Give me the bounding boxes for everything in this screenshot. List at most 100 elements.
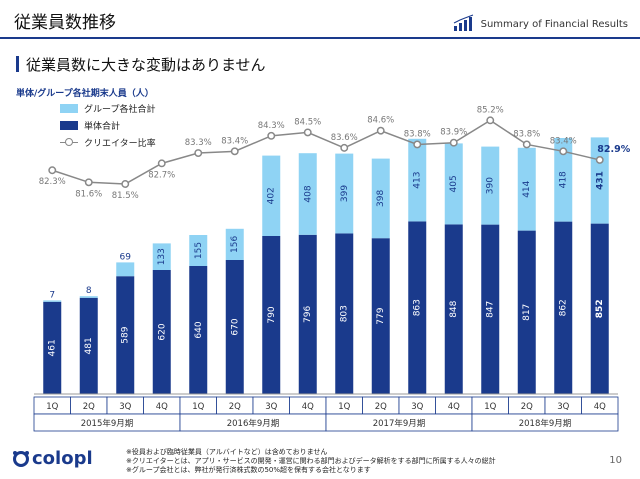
data-label-single: 670 — [230, 318, 240, 335]
ratio-point — [157, 159, 166, 168]
ratio-point — [48, 166, 57, 175]
data-label-group: 405 — [449, 175, 459, 192]
legend-item-group: グループ各社合計 — [60, 100, 156, 117]
data-label-group: 408 — [303, 185, 313, 202]
x-tick-label: 2Q — [229, 402, 241, 412]
legend-label-ratio: クリエイター比率 — [84, 139, 156, 149]
data-label-group: 418 — [559, 171, 569, 188]
legend-item-single: 単体合計 — [60, 117, 156, 134]
ratio-point — [121, 180, 130, 188]
bar-group — [298, 153, 317, 235]
data-label-ratio: 83.4% — [221, 136, 248, 146]
data-label-ratio: 82.7% — [148, 170, 175, 180]
data-label-single: 779 — [376, 307, 386, 324]
ratio-point — [267, 131, 276, 140]
year-cell — [471, 413, 619, 432]
bar-single — [152, 270, 171, 394]
ratio-point — [486, 116, 495, 125]
company-logo: colopl — [12, 448, 93, 469]
data-label-group: 156 — [230, 236, 240, 253]
bar-group — [335, 153, 354, 234]
x-tick-label: 4Q — [594, 402, 606, 412]
bar-group — [481, 146, 500, 225]
bar-group — [444, 143, 463, 225]
year-label: 2016年9月期 — [227, 418, 280, 429]
data-label-ratio: 84.3% — [258, 121, 285, 131]
x-tick-label: 3Q — [557, 402, 569, 412]
data-label-ratio: 84.5% — [294, 117, 321, 127]
bar-single — [371, 238, 390, 394]
data-label-ratio: 83.6% — [331, 133, 358, 143]
ratio-point — [413, 140, 422, 149]
data-label-group: 7 — [49, 290, 55, 300]
legend-swatch-ratio — [60, 138, 78, 147]
data-label-ratio: 82.3% — [39, 177, 66, 187]
data-label-ratio: 83.9% — [440, 128, 467, 138]
bar-group — [116, 262, 135, 277]
ratio-line — [52, 119, 600, 185]
bar-single — [335, 233, 354, 394]
data-label-single: 848 — [449, 300, 459, 317]
ratio-point — [559, 147, 568, 156]
footnote: ※グループ会社とは、弊社が発行済株式数の50%超を保有する会社となります — [126, 466, 371, 474]
data-label-single: 863 — [413, 299, 423, 316]
data-label-single: 796 — [303, 306, 313, 323]
data-label-ratio: 83.8% — [404, 129, 431, 139]
bar-group — [79, 296, 98, 298]
bar-group — [554, 138, 573, 222]
brand-text: Summary of Financial Results — [480, 19, 628, 30]
bar-group — [152, 243, 171, 270]
data-label-single: 803 — [340, 305, 350, 322]
legend-item-ratio: クリエイター比率 — [60, 134, 156, 151]
ratio-point — [194, 149, 203, 157]
brand-header: Summary of Financial Results — [453, 14, 628, 35]
data-label-group: 8 — [86, 286, 92, 296]
x-tick-label: 3Q — [265, 402, 277, 412]
ratio-point — [522, 140, 531, 149]
data-label-ratio: 82.9% — [597, 144, 630, 155]
year-label: 2017年9月期 — [373, 418, 426, 429]
bar-single — [189, 266, 208, 394]
x-tick-label: 4Q — [156, 402, 168, 412]
data-label-ratio: 81.6% — [75, 189, 102, 199]
year-label: 2018年9月期 — [519, 418, 572, 429]
bar-single — [79, 297, 98, 394]
footnote: ※クリエイターとは、アプリ・サービスの開発・運営に関わる部門およびデータ解析をす… — [126, 457, 496, 465]
bar-single — [444, 224, 463, 394]
x-tick-label: 1Q — [484, 402, 496, 412]
logo-mark-icon — [13, 450, 29, 467]
ratio-point — [84, 178, 93, 187]
legend: グループ各社合計 単体合計 クリエイター比率 — [60, 100, 156, 151]
bar-group — [262, 155, 281, 236]
data-label-single: 852 — [595, 299, 605, 318]
data-label-ratio: 84.6% — [367, 116, 394, 126]
footnotes: ※役員および臨時従業員（アルバイトなど）は含めておりません ※クリエイターとは、… — [126, 448, 496, 475]
title-divider — [0, 37, 640, 39]
data-label-group: 413 — [413, 172, 423, 189]
data-label-group: 399 — [340, 185, 350, 202]
data-label-group: 133 — [157, 248, 167, 265]
data-label-ratio: 83.3% — [185, 138, 212, 148]
data-label-single: 461 — [48, 339, 58, 356]
page-title: 従業員数推移 — [14, 13, 116, 33]
data-label-group: 398 — [376, 190, 386, 207]
data-label-group: 390 — [486, 177, 496, 194]
ratio-point — [376, 126, 385, 135]
bar-group — [189, 235, 208, 266]
footnote: ※役員および臨時従業員（アルバイトなど）は含めておりません — [126, 448, 328, 456]
bar-group — [43, 300, 62, 302]
data-label-group: 155 — [194, 242, 204, 259]
x-tick-label: 1Q — [46, 402, 58, 412]
x-tick-label: 2Q — [83, 402, 95, 412]
year-label: 2015年9月期 — [81, 418, 134, 429]
data-label-single: 481 — [84, 337, 94, 354]
bar-single — [116, 276, 135, 394]
data-label-single: 790 — [267, 306, 277, 323]
data-label-ratio: 83.8% — [513, 129, 540, 139]
data-label-ratio: 85.2% — [477, 105, 504, 115]
legend-swatch-single — [60, 121, 78, 130]
x-tick-label: 1Q — [192, 402, 204, 412]
bar-group — [408, 138, 427, 222]
bar-single — [225, 260, 244, 394]
